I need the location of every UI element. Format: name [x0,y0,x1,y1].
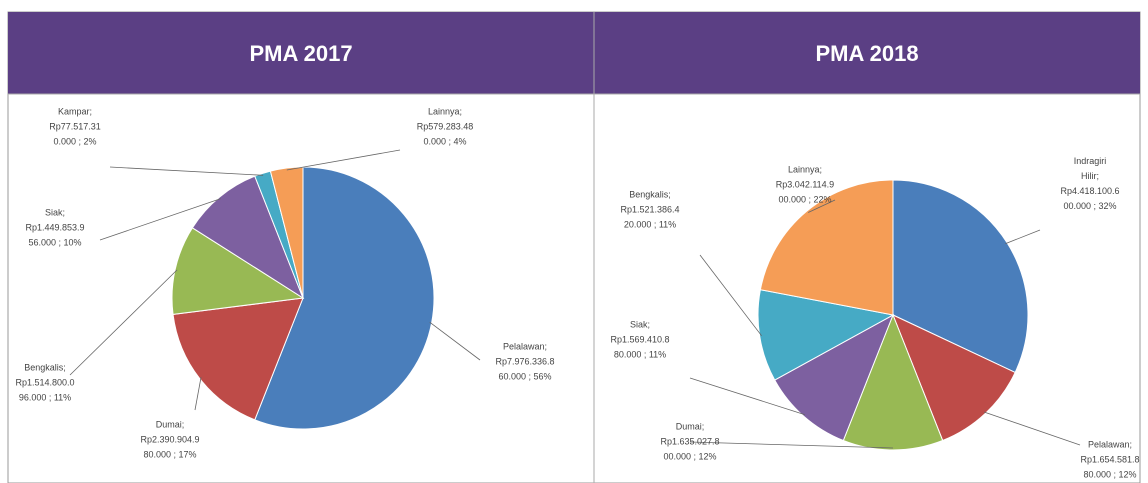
data-label: 0.000 ; 4% [423,136,466,146]
data-label: 80.000 ; 12% [1083,469,1136,479]
pie-slice [759,179,894,316]
data-label: Rp1.449.853.9 [25,222,84,232]
data-label: 96.000 ; 11% [19,392,71,402]
data-label: Dumai; [156,419,185,429]
data-label: 56.000 ; 10% [28,237,81,247]
data-label: Siak; [630,319,650,329]
data-label: Indragiri [1074,156,1107,166]
leader-line [808,199,836,213]
data-label: Siak; [45,207,65,217]
data-label: Dumai; [676,421,705,431]
header-band [8,12,1140,94]
data-label: Rp3.042.114.9 [776,179,834,189]
data-label: Kampar; [58,106,92,116]
data-label: Lainnya; [788,164,822,174]
chart-title: PMA 2018 [815,41,918,66]
pie-slice [892,314,1016,442]
data-label: Rp1.654.581.8 [1080,454,1139,464]
leader-line [689,377,806,416]
pie-slice [842,313,944,451]
data-label: Pelalawan; [1088,439,1132,449]
data-label: Bengkalis; [629,189,671,199]
pie-slice [172,297,304,421]
data-label: Lainnya; [428,106,462,116]
leader-line [689,441,894,449]
data-label: Pelalawan; [503,341,547,351]
leader-line [109,166,264,176]
data-label: 00.000 ; 32% [1063,201,1116,211]
data-label: Rp4.418.100.6 [1060,186,1119,196]
pie-slice [191,175,305,300]
data-label: Rp579.283.48 [417,121,474,131]
data-label: 00.000 ; 12% [663,451,716,461]
data-label: Rp1.514.800.0 [15,377,74,387]
data-label: 60.000 ; 56% [498,371,551,381]
data-label: Rp7.976.336.8 [495,356,554,366]
data-label: Hilir; [1081,171,1099,181]
data-label: Rp1.569.410.8 [610,334,669,344]
leader-line [429,321,481,361]
data-label: 80.000 ; 11% [614,349,666,359]
leader-line [699,254,762,337]
data-label: Rp1.521.386.4 [620,204,679,214]
leader-line [1005,229,1041,245]
data-label: 20.000 ; 11% [624,219,676,229]
data-label: Rp1.635.027.8 [660,436,719,446]
data-label: Rp77.517.31 [49,121,101,131]
data-label: 80.000 ; 17% [143,449,196,459]
data-label: Rp2.390.904.9 [140,434,199,444]
leader-line [983,411,1081,446]
leader-line [286,149,401,171]
pie-slice [757,289,895,381]
leader-line [69,269,178,376]
pie-slice [774,313,894,442]
data-label: 00.000 ; 22% [778,194,831,204]
pie-slice [254,166,435,430]
leader-line [99,198,221,241]
pie-slice [171,227,305,315]
leader-line [194,376,202,411]
chart-title: PMA 2017 [249,41,352,66]
data-label: 0.000 ; 2% [53,136,96,146]
data-label: Bengkalis; [24,362,66,372]
